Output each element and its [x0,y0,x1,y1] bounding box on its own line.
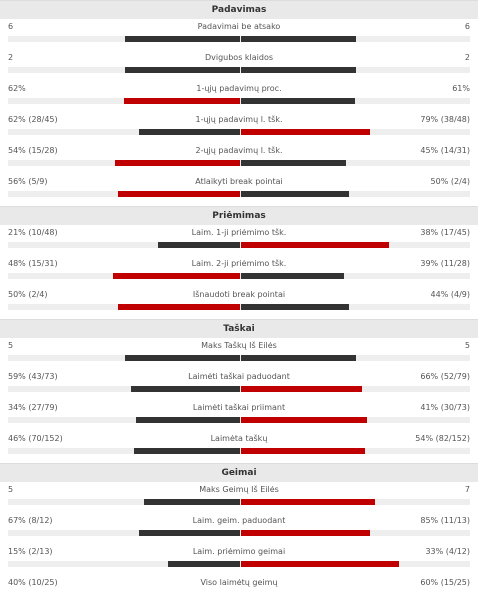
stat-label: Viso laimėtų geimų [200,578,278,587]
left-bar [117,304,240,310]
section-header: Taškai [0,319,478,338]
right-value: 2 [464,53,470,62]
left-value: 2 [8,53,14,62]
right-bar [241,160,346,166]
right-bar [241,36,356,42]
right-value: 6 [464,22,470,31]
left-value: 6 [8,22,14,31]
section-header: Geimai [0,463,478,482]
right-value: 5 [464,341,470,350]
left-bar [113,273,240,279]
stat-label: Laim. 1-ji priėmimo tšk. [191,228,287,237]
section-header: Priėmimas [0,206,478,225]
right-bar [241,304,349,310]
right-value: 41% (30/73) [420,403,470,412]
left-bar [131,386,240,392]
right-value: 85% (11/13) [420,516,470,525]
left-value: 5 [8,341,14,350]
left-bar [144,499,240,505]
left-value: 21% (10/48) [8,228,58,237]
right-value: 33% (4/12) [425,547,470,556]
right-bar [241,355,356,361]
stat-label: Maks Taškų Iš Eilės [201,341,277,350]
right-value: 61% [452,84,470,93]
left-bar [114,160,240,166]
left-bar [158,242,240,248]
right-bar [241,417,367,423]
right-value: 50% (2/4) [430,177,470,186]
left-bar [125,355,240,361]
stat-label: 1-ųjų padavimų proc. [196,84,282,93]
right-bar [241,530,370,536]
right-value: 7 [464,485,470,494]
right-bar [241,191,350,197]
left-bar [138,530,240,536]
section-header: Padavimas [0,0,478,19]
right-value: 38% (17/45) [420,228,470,237]
right-bar [241,67,356,73]
stat-label: 2-ųjų padavimų l. tšk. [195,146,283,155]
right-bar [241,98,356,104]
right-value: 54% (82/152) [415,434,470,443]
left-bar [168,561,240,567]
stat-label: Laimėti taškai paduodant [188,372,290,381]
right-bar [241,499,376,505]
stat-label: Laim. priėmimo geimai [192,547,286,556]
left-bar [118,191,240,197]
stat-label: Laim. 2-ji priėmimo tšk. [191,259,287,268]
right-bar [241,273,345,279]
left-value: 34% (27/79) [8,403,58,412]
left-value: 48% (15/31) [8,259,58,268]
right-bar [241,129,370,135]
left-value: 50% (2/4) [8,290,48,299]
right-bar [241,386,363,392]
right-value: 60% (15/25) [420,578,470,587]
left-bar [135,417,240,423]
right-value: 66% (52/79) [420,372,470,381]
left-bar [134,448,240,454]
left-value: 62% [8,84,26,93]
right-bar [241,561,400,567]
stat-label: Maks Geimų Iš Eilės [199,485,279,494]
right-value: 45% (14/31) [420,146,470,155]
stat-label: Laim. geim. paduodant [192,516,286,525]
stat-label: Atlaikyti break pointai [195,177,283,186]
left-value: 59% (43/73) [8,372,58,381]
left-bar [138,129,240,135]
stat-label: Dvigubos klaidos [204,53,274,62]
stat-label: Padavimai be atsako [197,22,281,31]
right-bar [241,448,366,454]
left-value: 46% (70/152) [8,434,63,443]
left-bar [125,36,240,42]
left-value: 56% (5/9) [8,177,48,186]
left-value: 5 [8,485,14,494]
left-value: 54% (15/28) [8,146,58,155]
left-value: 67% (8/12) [8,516,53,525]
stat-label: Laimėti taškai priimant [192,403,286,412]
left-value: 15% (2/13) [8,547,53,556]
left-value: 62% (28/45) [8,115,58,124]
left-value: 40% (10/25) [8,578,58,587]
right-value: 79% (38/48) [420,115,470,124]
stat-label: Išnaudoti break pointai [192,290,286,299]
stat-label: 1-ųjų padavimų l. tšk. [195,115,283,124]
right-value: 39% (11/28) [420,259,470,268]
left-bar [125,67,240,73]
right-value: 44% (4/9) [430,290,470,299]
right-bar [241,242,390,248]
stat-label: Laimėta taškų [210,434,268,443]
left-bar [124,98,240,104]
